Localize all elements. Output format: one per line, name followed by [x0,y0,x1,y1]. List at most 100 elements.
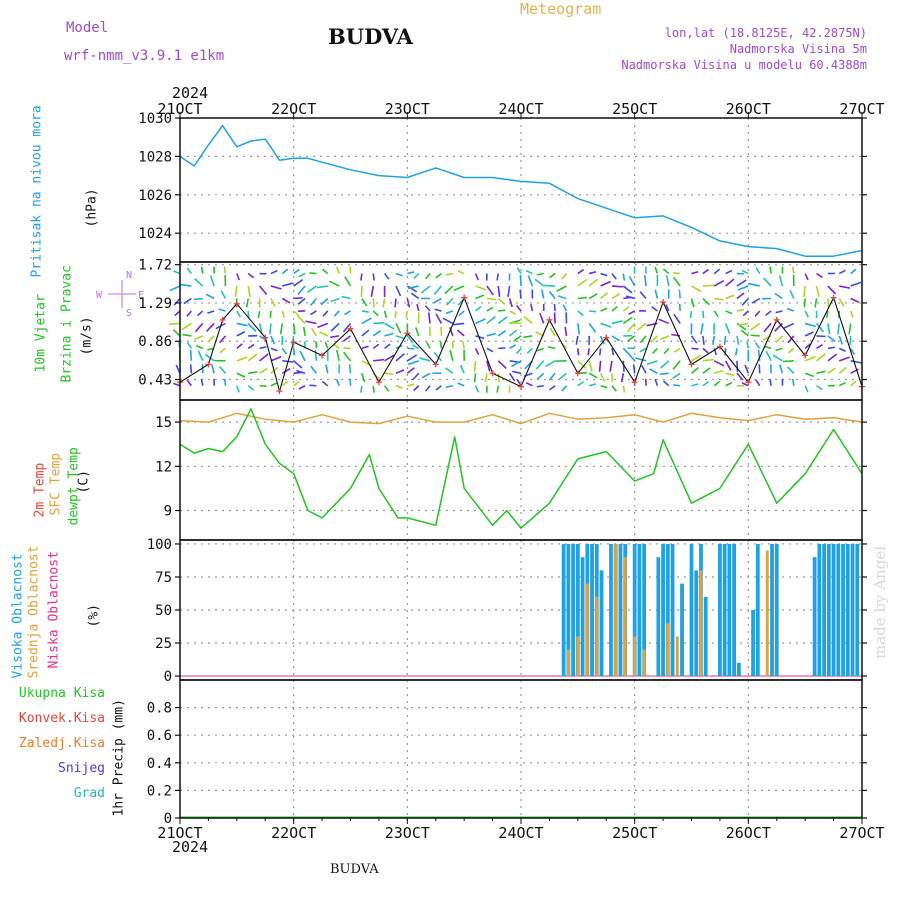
high-cloud-bar [590,543,594,677]
wind-arrow [421,372,431,379]
wind-arrow [588,372,598,379]
wind-arrow [174,310,181,317]
wind-arrow [754,310,761,317]
wind-arrow [361,329,370,337]
wind-arrow [475,294,485,300]
wind-arrow [200,266,204,274]
wind-arrow [407,383,415,387]
wind-arrow [838,381,846,387]
xtick-label-top: 23OCT [385,100,430,118]
wind-arrow [496,273,500,281]
wind-arrow [445,310,454,314]
wind-arrow [755,267,761,274]
high-cloud-bar [575,543,580,677]
xtick-label-top: 22OCT [271,100,316,118]
wind-arrow [536,384,544,388]
wind-arrow [410,292,420,300]
ytick-label-wind: 1.29 [138,296,172,312]
wind-arrow [509,329,518,337]
wind-arrow [702,358,714,362]
wind-arrow [611,335,620,342]
wind-arrow [348,364,352,374]
wind-arrow [449,349,454,362]
wind-arrow [189,349,193,361]
wind-arrow [827,346,835,350]
model-name: wrf-nmm_v3.9.1 e1km [64,48,225,64]
ytick-label-temp: 12 [155,459,172,475]
wind-arrow [611,385,617,392]
wind-arrow [588,322,597,333]
wind-arrow [561,273,568,280]
wind-arrow [297,297,306,305]
wind-arrow [599,335,605,345]
wind-arrow [281,368,291,374]
wind-arrow [525,269,533,275]
wind-arrow [292,348,296,356]
wind-arrow [740,329,749,337]
wind-arrow [473,373,477,383]
ytick-label-precip: 0.8 [147,701,172,717]
wind-arrow [281,310,285,318]
compass-N: N [126,270,132,281]
ytick-label-cloud: 25 [155,636,172,652]
wind-arrow [672,360,681,370]
wind-arrow [662,268,670,275]
panel-frame-precip [179,679,863,819]
wind-arrow [741,382,749,387]
wind-arrow [236,343,243,349]
wind-arrow [611,320,623,325]
ytick-label-wind: 1.72 [138,258,172,274]
wind-arrow [497,330,507,337]
wind-arrow [269,310,272,319]
wind-arrow [589,310,597,313]
wind-arrow [702,381,710,387]
elevation-label: Nadmorska Visina 5m [729,42,867,56]
wind-arrow [306,285,317,294]
wind-arrow [247,385,255,391]
wind-arrow [292,323,296,335]
wind-arrow [173,297,181,306]
wind-arrow [486,332,496,337]
high-cloud-bar [609,543,613,677]
mid-cloud-bar [576,636,580,677]
wind-arrow [639,347,647,353]
wind-arrow [453,322,465,326]
wind-arrow [497,297,506,306]
ytick-label-pressure: 1026 [138,188,172,204]
wind-arrow [270,269,278,275]
wind-arrow [407,271,415,275]
wind-arrow [205,293,215,300]
wind-arrow [475,285,487,291]
wind-arrow [321,268,329,275]
wind-arrow [270,355,282,362]
wind-arrow [168,322,181,326]
wind-arrow [445,384,453,388]
wind-arrow [622,385,626,393]
wind-arrow [654,266,659,274]
wind-arrow [247,285,251,298]
wind-arrow [553,303,556,312]
wind-arrow [486,306,494,312]
wind-arrow [628,276,636,287]
wind-arrow [219,347,226,354]
wind-arrow [516,267,522,274]
high-cloud-bar [774,543,779,677]
wind-arrow [458,310,465,317]
wind-arrow [750,334,760,337]
wind-arrow [474,385,480,393]
wind-arrow [475,335,485,340]
wind-arrow [509,310,517,315]
high-cloud-bar [722,543,727,677]
high-cloud-bar [841,543,845,677]
wind-arrow [772,354,783,362]
wind-arrow [736,372,744,381]
wind-arrow [577,296,587,300]
high-cloud-bar [580,557,585,677]
wind-arrow [665,275,670,287]
ytick-label-cloud: 100 [147,537,172,553]
wind-arrow [577,348,580,356]
wind-arrow [827,298,830,308]
wind-arrow [600,322,612,328]
xtick-label-bottom: 24OCT [498,824,543,842]
wind-arrow [424,385,431,392]
